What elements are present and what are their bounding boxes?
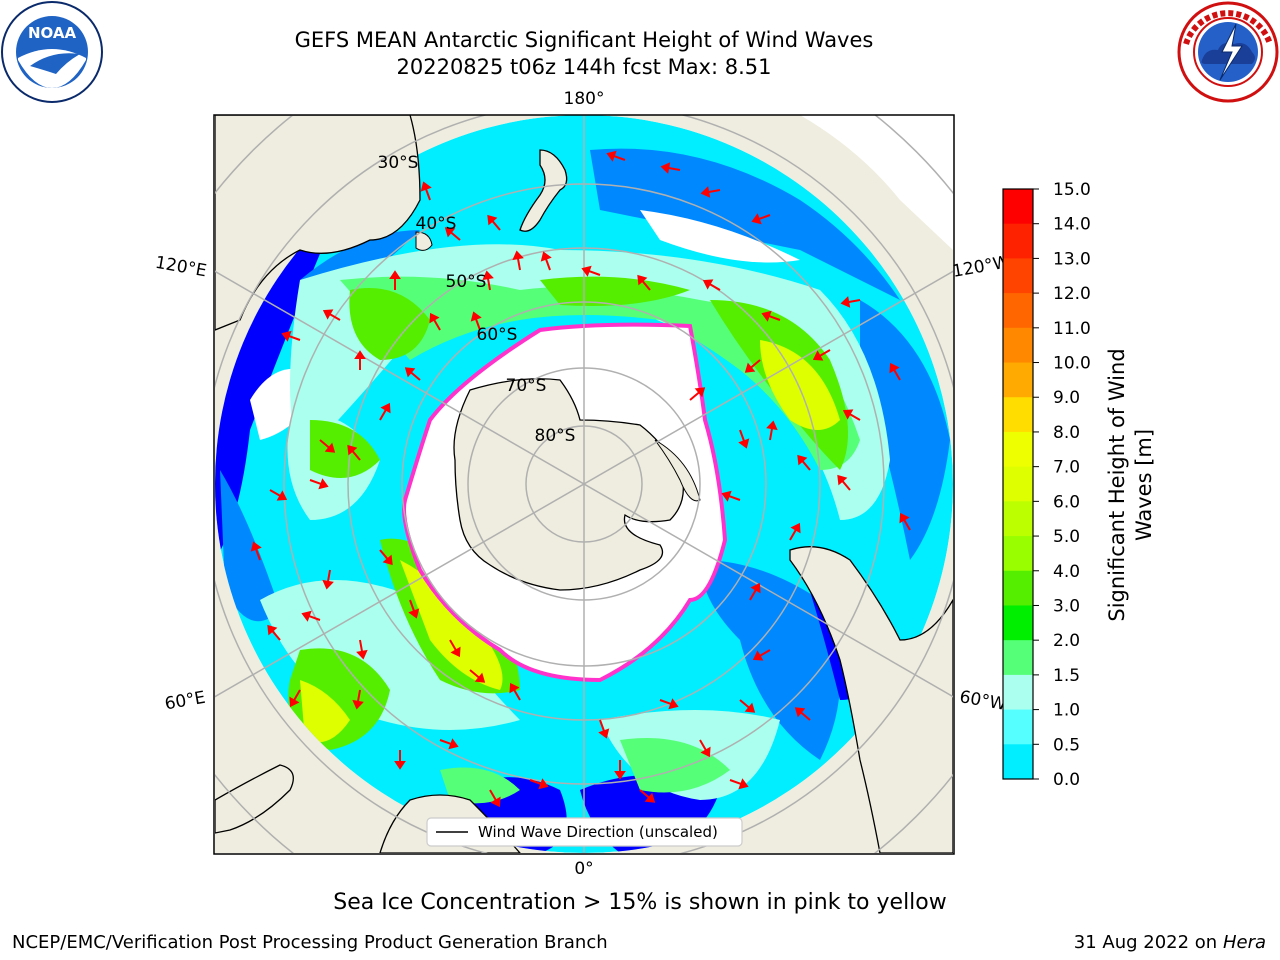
lon-label-120e: 120°E	[154, 253, 208, 282]
colorbar-tick-label: 8.0	[1053, 423, 1080, 443]
chart-title: GEFS MEAN Antarctic Significant Height o…	[294, 28, 874, 52]
colorbar-tick-label: 15.0	[1053, 180, 1091, 200]
colorbar-tick-label: 10.0	[1053, 354, 1091, 374]
colorbar-band	[1003, 709, 1033, 745]
colorbar-band	[1003, 536, 1033, 572]
lon-label-60w: 60°W	[958, 687, 1008, 715]
colorbar-band	[1003, 674, 1033, 711]
lat-label-60s: 60°S	[477, 325, 518, 345]
map-panel	[215, 115, 953, 853]
colorbar-band	[1003, 189, 1033, 225]
colorbar-tick-label: 11.0	[1053, 319, 1091, 339]
colorbar-band	[1003, 501, 1033, 537]
colorbar-band	[1003, 258, 1033, 294]
south-america-landmass	[789, 546, 953, 853]
madagascar-landmass	[215, 764, 294, 834]
colorbar-band	[1003, 605, 1033, 641]
colorbar-label-line2: Waves [m]	[1132, 429, 1156, 541]
colorbar-band	[1003, 570, 1033, 606]
map-legend: Wind Wave Direction (unscaled)	[426, 817, 743, 847]
noaa-logo-text: NOAA	[28, 24, 77, 42]
colorbar-tick-label: 4.0	[1053, 562, 1080, 582]
colorbar-tick-label: 0.0	[1053, 770, 1080, 790]
lat-label-40s: 40°S	[416, 214, 457, 234]
colorbar-band	[1003, 397, 1033, 433]
colorbar-band	[1003, 223, 1033, 259]
colorbar-band	[1003, 744, 1033, 780]
lat-label-50s: 50°S	[446, 272, 487, 292]
colorbar-band	[1003, 431, 1033, 468]
new-zealand-landmass	[519, 149, 568, 232]
lat-label-30s: 30°S	[378, 153, 419, 173]
lat-label-70s: 70°S	[506, 376, 547, 396]
colorbar-tick-label: 3.0	[1053, 596, 1080, 616]
colorbar-band	[1003, 362, 1033, 398]
colorbar-label-line1: Significant Height of Wind	[1105, 348, 1129, 621]
lon-label-60e: 60°E	[163, 688, 207, 715]
wind-wave-arrows	[250, 150, 911, 808]
credit-date: 31 Aug 2022 on	[1073, 932, 1218, 953]
national-weather-service-logo	[1177, 1, 1279, 103]
colorbar-tick-label: 14.0	[1053, 215, 1091, 235]
colorbar-band	[1003, 327, 1033, 364]
sea-ice-note: Sea Ice Concentration > 15% is shown in …	[333, 890, 947, 915]
colorbar-band	[1003, 466, 1033, 502]
lon-label-0: 0°	[574, 859, 593, 879]
noaa-logo: NOAA	[1, 1, 103, 103]
colorbar: 15.0 14.0 13.0 12.0 11.0 10.0 9.0 8.0 7.0 6.0 5.0 4…	[1002, 180, 1091, 790]
legend-label: Wind Wave Direction (unscaled)	[478, 823, 718, 841]
lon-label-180: 180°	[564, 89, 605, 109]
colorbar-tick-label: 0.5	[1053, 735, 1080, 755]
colorbar-band	[1003, 640, 1033, 676]
colorbar-tick-label: 5.0	[1053, 527, 1080, 547]
colorbar-tick-label: 2.0	[1053, 631, 1080, 651]
colorbar-tick-label: 1.0	[1053, 701, 1080, 721]
lat-label-80s: 80°S	[535, 426, 576, 446]
tasmania-landmass	[415, 231, 433, 251]
graticule	[215, 115, 953, 853]
antarctica-landmass	[453, 378, 684, 591]
colorbar-tick-label: 6.0	[1053, 492, 1080, 512]
map-frame	[213, 114, 955, 855]
colorbar-tick-label: 9.0	[1053, 388, 1080, 408]
colorbar-tick-label: 7.0	[1053, 458, 1080, 478]
credit-left: NCEP/EMC/Verification Post Processing Pr…	[12, 932, 608, 953]
credit-right: 31 Aug 2022 on Hera	[1074, 932, 1266, 953]
colorbar-frame	[1002, 188, 1034, 780]
colorbar-tick-label: 1.5	[1053, 666, 1080, 686]
chart-subtitle: 20220825 t06z 144h fcst Max: 8.51	[396, 55, 772, 79]
credit-system: Hera	[1222, 932, 1266, 953]
colorbar-tick-label: 12.0	[1053, 284, 1091, 304]
colorbar-band	[1003, 293, 1033, 329]
colorbar-tick-label: 13.0	[1053, 249, 1091, 269]
